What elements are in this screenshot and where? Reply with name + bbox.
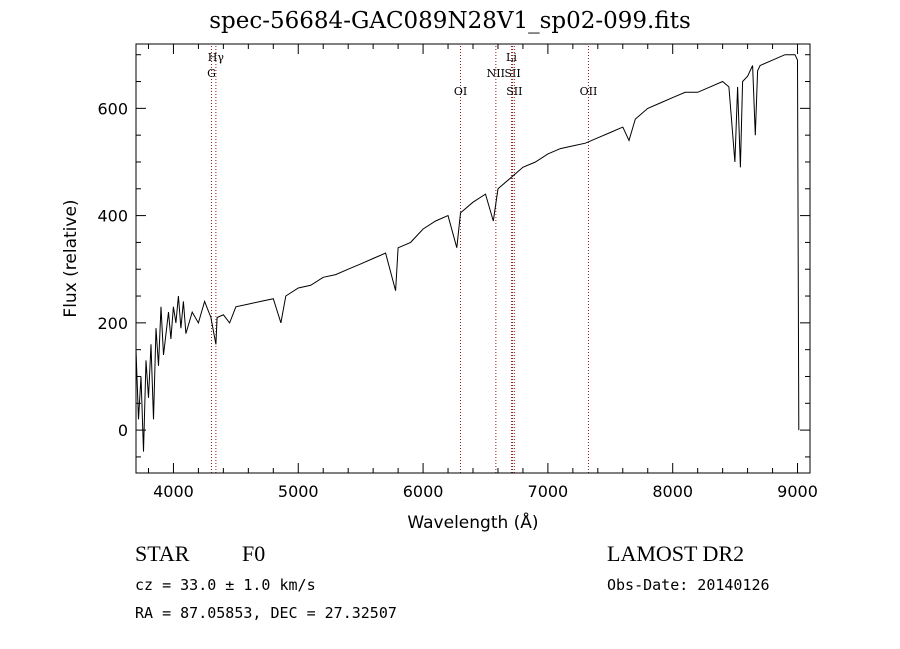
spectral-line-label: OII	[580, 85, 598, 98]
spectral-line-label: G	[207, 67, 216, 80]
x-tick-label: 9000	[777, 482, 818, 501]
x-tick-label: 5000	[278, 482, 319, 501]
spectral-line-label: SII	[504, 67, 520, 80]
spectral-line-label: SII	[506, 85, 522, 98]
x-tick-label: 6000	[403, 482, 444, 501]
coordinates: RA = 87.05853, DEC = 27.32507	[135, 604, 397, 622]
y-tick-label: 200	[97, 314, 128, 333]
spectral-line-label: NII	[487, 67, 505, 80]
plot-frame	[135, 43, 811, 474]
object-subclass: F0	[242, 541, 266, 566]
spectrum-line	[135, 54, 800, 452]
y-tick-label: 0	[118, 421, 128, 440]
spectral-line-label: OI	[454, 85, 467, 98]
x-tick-label: 7000	[528, 482, 569, 501]
y-tick-label: 400	[97, 207, 128, 226]
axis-ticks: 4000 5000 6000 7000 8000 9000 0 200 400 600	[97, 44, 818, 501]
x-axis-label: Wavelength (Å)	[407, 511, 538, 533]
y-tick-label: 600	[97, 99, 128, 118]
spectral-line-label: Hγ	[208, 51, 225, 64]
survey-name: LAMOST DR2	[607, 541, 745, 566]
spectral-line-label: Li	[506, 51, 517, 64]
x-tick-label: 4000	[153, 482, 194, 501]
observation-date: Obs-Date: 20140126	[607, 576, 770, 594]
y-axis-label: Flux (relative)	[61, 199, 81, 317]
redshift-value: cz = 33.0 ± 1.0 km/s	[135, 576, 316, 594]
object-class: STAR	[135, 541, 190, 566]
chart-title: spec-56684-GAC089N28V1_sp02-099.fits	[209, 8, 691, 34]
x-tick-label: 8000	[652, 482, 693, 501]
